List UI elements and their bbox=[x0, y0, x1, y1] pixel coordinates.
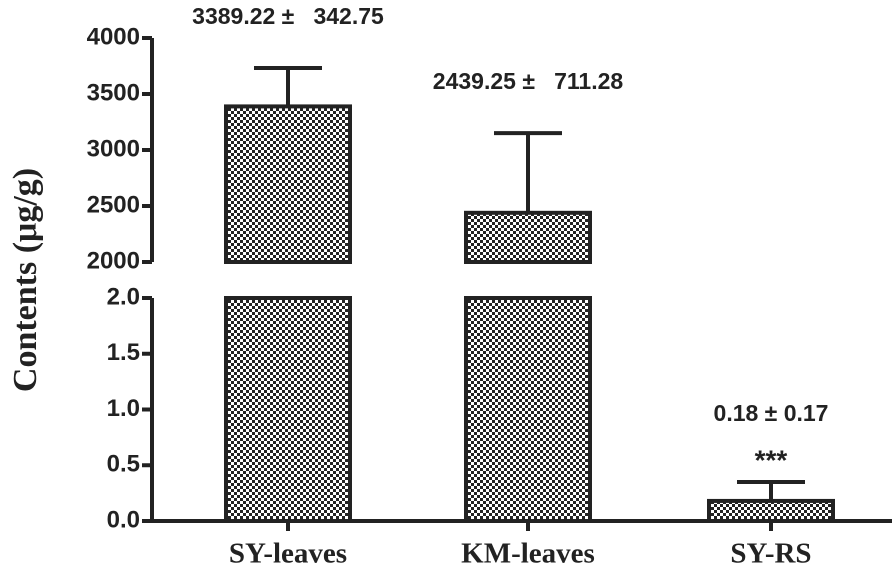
x-tick-label: SY-RS bbox=[730, 538, 811, 570]
y-tick-label: 2500 bbox=[87, 191, 140, 218]
value-label: 2439.25 ± 711.28 bbox=[433, 68, 624, 94]
y-tick-label: 1.5 bbox=[107, 339, 140, 366]
y-tick-label: 4000 bbox=[87, 23, 140, 50]
y-tick-label: 3500 bbox=[87, 79, 140, 106]
y-tick-label: 0.0 bbox=[107, 506, 140, 533]
y-tick-label: 2000 bbox=[87, 247, 140, 274]
significance-label: *** bbox=[755, 444, 788, 475]
bar bbox=[224, 296, 352, 523]
bar bbox=[224, 104, 352, 264]
bar bbox=[707, 498, 835, 523]
y-tick-label: 2.0 bbox=[107, 283, 140, 310]
y-tick-label: 3000 bbox=[87, 135, 140, 162]
bar bbox=[464, 296, 592, 523]
y-tick-label: 1.0 bbox=[107, 395, 140, 422]
x-tick-label: KM-leaves bbox=[461, 538, 595, 570]
x-tick-label: SY-leaves bbox=[229, 538, 347, 570]
bar bbox=[464, 210, 592, 264]
value-label: 3389.22 ± 342.75 bbox=[192, 3, 384, 29]
y-tick-label: 0.5 bbox=[107, 451, 140, 478]
value-label: 0.18 ± 0.17 bbox=[714, 400, 829, 426]
y-axis-label: Contents (μg/g) bbox=[7, 168, 44, 392]
